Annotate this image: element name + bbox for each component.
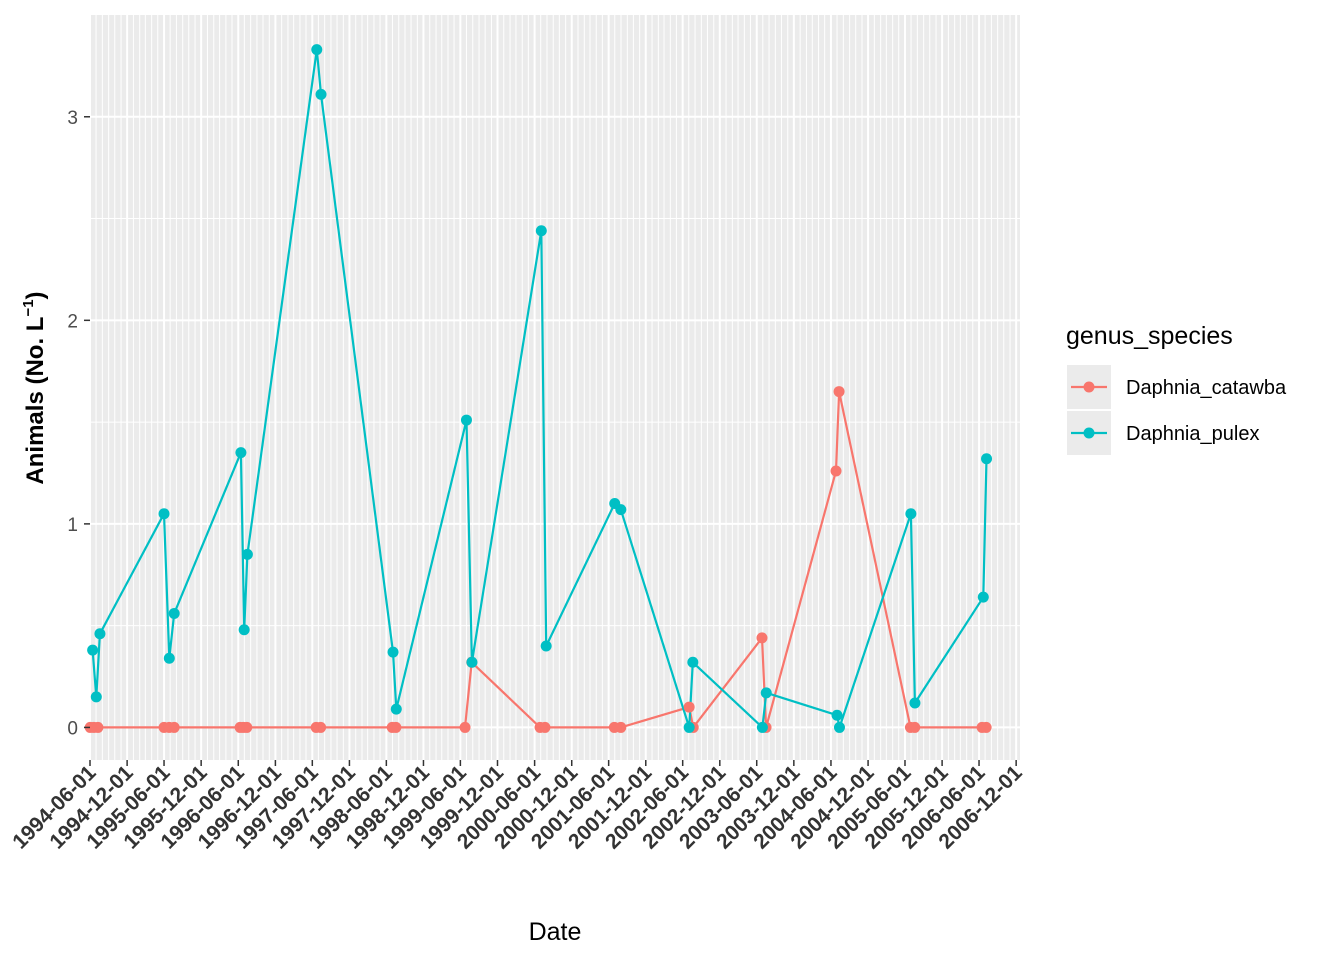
x-axis: 1994-06-011994-12-011995-06-011995-12-01… <box>8 760 1027 853</box>
point-daphnia-pulex <box>87 644 99 656</box>
point-daphnia-pulex <box>390 703 402 715</box>
legend-title: genus_species <box>1066 322 1233 350</box>
x-axis-title: Date <box>529 918 582 946</box>
point-daphnia-catawba <box>830 465 842 477</box>
point-daphnia-catawba <box>833 386 845 398</box>
point-daphnia-pulex <box>311 44 323 56</box>
legend-label-daphnia-catawba: Daphnia_catawba <box>1126 377 1287 399</box>
point-daphnia-catawba <box>909 721 921 733</box>
y-tick-label: 1 <box>67 515 78 536</box>
legend-key-point-daphnia-pulex <box>1083 427 1095 439</box>
point-daphnia-pulex <box>466 656 478 668</box>
point-daphnia-catawba <box>241 721 253 733</box>
point-daphnia-catawba <box>756 632 768 644</box>
y-tick-label: 0 <box>67 718 78 739</box>
y-tick-label: 3 <box>67 108 78 129</box>
plot-panel <box>90 15 1020 760</box>
point-daphnia-pulex <box>833 721 845 733</box>
point-daphnia-pulex <box>460 414 472 426</box>
point-daphnia-pulex <box>760 687 772 699</box>
y-axis: 0 1 2 3 <box>67 108 90 739</box>
y-axis-title-main: Animals (No. L <box>22 317 49 485</box>
point-daphnia-pulex <box>909 697 921 709</box>
point-daphnia-pulex <box>540 640 552 652</box>
point-daphnia-catawba <box>615 721 627 733</box>
point-daphnia-catawba <box>168 721 180 733</box>
point-daphnia-pulex <box>977 591 989 603</box>
point-daphnia-pulex <box>831 709 843 721</box>
series-points <box>84 44 993 733</box>
point-daphnia-catawba <box>459 721 471 733</box>
point-daphnia-pulex <box>981 453 993 465</box>
point-daphnia-pulex <box>905 508 917 520</box>
y-axis-title-close: ) <box>22 291 49 299</box>
legend-keys: Daphnia_catawba Daphnia_pulex <box>1067 365 1287 455</box>
point-daphnia-pulex <box>235 447 247 459</box>
legend-label-daphnia-pulex: Daphnia_pulex <box>1126 423 1259 445</box>
point-daphnia-catawba <box>683 701 695 713</box>
point-daphnia-pulex <box>158 508 170 520</box>
point-daphnia-pulex <box>615 504 627 516</box>
grid-major-x <box>89 15 1018 760</box>
y-axis-title: Animals (No. L−1) <box>20 291 49 484</box>
point-daphnia-catawba <box>92 721 104 733</box>
point-daphnia-pulex <box>756 721 768 733</box>
point-daphnia-pulex <box>238 624 250 636</box>
point-daphnia-pulex <box>163 652 175 664</box>
point-daphnia-pulex <box>683 721 695 733</box>
point-daphnia-pulex <box>168 607 180 619</box>
legend: genus_species Daphnia_catawba Daphnia_pul… <box>1066 322 1287 455</box>
point-daphnia-pulex <box>94 628 106 640</box>
point-daphnia-catawba <box>539 721 551 733</box>
point-daphnia-pulex <box>315 88 327 100</box>
y-axis-title-superscript: −1 <box>20 299 37 316</box>
point-daphnia-pulex <box>687 656 699 668</box>
y-tick-label: 2 <box>67 311 78 332</box>
legend-key-point-daphnia-catawba <box>1083 381 1095 393</box>
point-daphnia-pulex <box>241 548 253 560</box>
point-daphnia-pulex <box>535 225 547 237</box>
point-daphnia-pulex <box>90 691 102 703</box>
point-daphnia-catawba <box>390 721 402 733</box>
point-daphnia-pulex <box>387 646 399 658</box>
point-daphnia-catawba <box>980 721 992 733</box>
point-daphnia-catawba <box>315 721 327 733</box>
